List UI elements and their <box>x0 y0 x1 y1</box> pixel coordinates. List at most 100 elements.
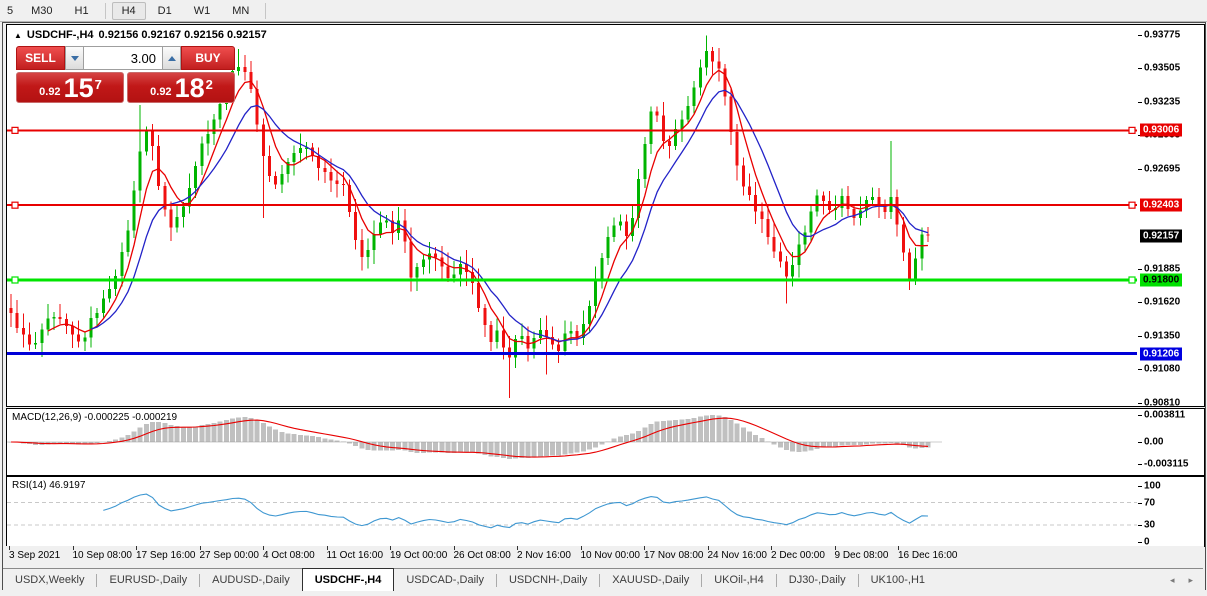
macd-tick <box>1138 464 1142 466</box>
one-click-trading-panel: SELL BUY 0.92 15 7 0.92 18 2 <box>16 46 235 104</box>
tab-divider <box>701 573 703 587</box>
date-tick <box>136 546 137 550</box>
chart-title: ▲ USDCHF-,H4 0.92156 0.92167 0.92156 0.9… <box>14 29 267 41</box>
sell-button[interactable]: SELL <box>16 46 65 70</box>
macd-tick <box>1138 442 1142 443</box>
chart-tab-dj30-daily[interactable]: DJ30-,Daily <box>788 574 846 586</box>
rsi-tick-label: 70 <box>1144 497 1156 509</box>
price-tick <box>1138 402 1142 404</box>
macd-tick-label: 0.00 <box>1144 436 1164 448</box>
toolbar-separator <box>265 2 267 19</box>
date-tick <box>199 546 201 550</box>
price-tick-label: 0.93775 <box>1144 29 1181 41</box>
date-tick-label: 10 Nov 00:00 <box>580 550 641 561</box>
price-chart-panel[interactable]: ▲ USDCHF-,H4 0.92156 0.92167 0.92156 0.9… <box>6 24 1140 407</box>
price-tick-label: 0.90810 <box>1144 397 1181 409</box>
price-chart-canvas[interactable] <box>7 25 1137 404</box>
ask-price-box[interactable]: 0.92 18 2 <box>127 72 235 103</box>
price-tick <box>1138 269 1142 271</box>
price-tick <box>1138 68 1142 70</box>
bid-price-box[interactable]: 0.92 15 7 <box>16 72 124 103</box>
rsi-tick <box>1138 486 1142 487</box>
price-tick-label: 0.91885 <box>1144 263 1181 275</box>
chart-tab-ukoil-h4[interactable]: UKOil-,H4 <box>714 574 764 586</box>
timeframe-button-d1[interactable]: D1 <box>157 4 172 17</box>
price-tick-label: 0.91350 <box>1144 330 1181 342</box>
date-tick <box>326 546 328 550</box>
chart-tab-usdchf-h4[interactable]: USDCHF-,H4 <box>301 568 395 591</box>
price-tick <box>1138 302 1142 304</box>
chart-tab-audusd-daily[interactable]: AUDUSD-,Daily <box>212 574 290 586</box>
timeframe-button-m30[interactable]: M30 <box>31 4 53 17</box>
date-tick <box>898 546 899 550</box>
price-tick <box>1138 34 1142 36</box>
timeframe-button-5[interactable]: 5 <box>7 4 14 17</box>
buy-button[interactable]: BUY <box>181 46 235 70</box>
timeframe-button-h4[interactable]: H4 <box>111 1 146 20</box>
volume-decrease-button[interactable] <box>65 46 84 70</box>
bid-price-prefix: 0.92 <box>39 86 61 98</box>
date-tick-label: 26 Oct 08:00 <box>453 550 511 561</box>
chart-tab-xauusd-daily[interactable]: XAUUSD-,Daily <box>612 574 690 586</box>
price-tick <box>1138 335 1142 337</box>
price-tick <box>1138 101 1142 103</box>
date-tick-label: 16 Dec 16:00 <box>898 550 958 561</box>
price-axis[interactable]: 0.937750.935050.932350.929650.926950.918… <box>1138 24 1205 409</box>
date-tick <box>771 546 772 550</box>
date-tick-label: 9 Dec 08:00 <box>834 550 889 561</box>
date-tick <box>453 546 455 550</box>
toolbar-separator <box>104 2 106 19</box>
date-tick <box>263 546 264 550</box>
date-axis[interactable]: 3 Sep 2021 10 Sep 08:00 17 Sep 16:00 27 Sep… <box>6 546 1204 567</box>
macd-tick-label: 0.003811 <box>1144 409 1186 421</box>
rsi-axis[interactable]: 100 70 30 0 <box>1138 476 1205 547</box>
timeframe-toolbar: 5 M30 H1 H4 D1 W1 MN <box>0 0 1207 22</box>
macd-tick <box>1138 415 1142 416</box>
macd-axis[interactable]: 0.003811 0.00 -0.003115 <box>1138 408 1205 476</box>
chart-tab-usdcad-daily[interactable]: USDCAD-,Daily <box>406 574 484 586</box>
rsi-tick-label: 30 <box>1144 519 1156 531</box>
date-tick-label: 11 Oct 16:00 <box>326 550 384 561</box>
collapse-arrow-icon[interactable]: ▲ <box>14 30 22 40</box>
volume-input[interactable] <box>84 46 162 70</box>
tab-scroll-left-icon[interactable]: ◂ <box>1169 574 1175 585</box>
ask-price-pip: 2 <box>205 77 213 92</box>
chart-tab-usdcnh-daily[interactable]: USDCNH-,Daily <box>508 574 588 586</box>
price-tick-label: 0.93505 <box>1144 62 1181 74</box>
date-tick <box>644 546 645 550</box>
price-tick <box>1138 168 1142 170</box>
chart-tab-usdx-weekly[interactable]: USDX,Weekly <box>15 574 85 586</box>
chart-tab-bar: USDX,Weekly EURUSD-,Daily AUDUSD-,Daily USD… <box>3 568 1203 591</box>
tab-divider <box>495 573 497 587</box>
tab-scroll-controls: ◂ ▸ <box>1170 569 1203 591</box>
chart-symbol-label: USDCHF-,H4 <box>26 29 94 41</box>
ask-price-prefix: 0.92 <box>150 86 172 98</box>
ask-price-main: 18 <box>174 73 205 103</box>
date-tick <box>9 546 10 550</box>
date-tick-label: 4 Oct 08:00 <box>263 550 315 561</box>
bid-price-pip: 7 <box>94 77 102 92</box>
tab-scroll-right-icon[interactable]: ▸ <box>1188 574 1193 585</box>
status-bar <box>0 590 1207 596</box>
price-line-badge: 0.93006 <box>1140 123 1183 137</box>
timeframe-button-w1[interactable]: W1 <box>193 4 211 17</box>
timeframe-button-mn[interactable]: MN <box>232 4 250 17</box>
date-tick <box>707 546 709 550</box>
rsi-panel[interactable]: RSI(14) 46.9197 <box>6 476 1140 547</box>
volume-increase-button[interactable] <box>162 46 181 70</box>
date-tick <box>72 546 74 550</box>
price-tick-label: 0.91620 <box>1144 296 1181 308</box>
chart-tab-uk100-h1[interactable]: UK100-,H1 <box>870 574 926 586</box>
price-line-badge: 0.92403 <box>1140 198 1183 212</box>
bid-price-main: 15 <box>63 73 94 103</box>
timeframe-button-h1[interactable]: H1 <box>74 4 89 17</box>
date-tick-label: 3 Sep 2021 <box>9 550 61 561</box>
macd-panel[interactable]: MACD(12,26,9) -0.000225 -0.000219 <box>6 408 1140 476</box>
price-tick <box>1138 369 1142 371</box>
rsi-tick-label: 100 <box>1144 480 1161 492</box>
price-line-badge: 0.92157 <box>1140 229 1183 243</box>
price-tick-label: 0.92695 <box>1144 163 1181 175</box>
arrow-up-icon <box>167 55 176 61</box>
chart-tab-eurusd-daily[interactable]: EURUSD-,Daily <box>109 574 188 586</box>
chart-ohlc-values: 0.92156 0.92167 0.92156 0.92157 <box>98 29 267 41</box>
